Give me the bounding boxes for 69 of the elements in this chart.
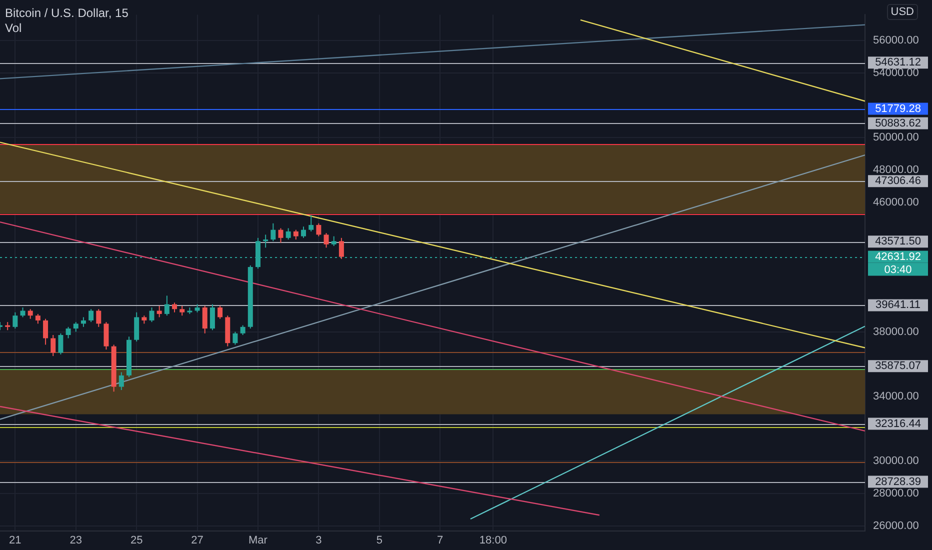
x-tick-label: 5 [376, 534, 382, 546]
y-tick-label: 28000.00 [873, 488, 919, 500]
candlestick [149, 306, 154, 323]
candlestick [43, 318, 48, 346]
candlestick [324, 232, 329, 248]
candlestick [210, 304, 215, 331]
candlestick [202, 305, 208, 334]
candlestick [218, 305, 223, 320]
candlestick [88, 308, 94, 323]
ref-line-label: 51779.28 [875, 102, 921, 115]
x-tick-label: 18:00 [479, 534, 507, 546]
ref-line-label: 32316.44 [875, 418, 921, 430]
y-tick-label: 50000.00 [873, 132, 919, 144]
candlestick [316, 222, 322, 237]
candlestick [28, 308, 33, 320]
y-tick-label: 34000.00 [873, 390, 919, 403]
chart-title: Bitcoin / U.S. Dollar, 15 [5, 6, 128, 21]
candlestick [134, 312, 140, 342]
candlestick [164, 295, 170, 316]
x-tick-label: 7 [437, 534, 444, 546]
candlestick [156, 305, 162, 318]
candlestick [58, 332, 64, 355]
x-tick-label: 25 [130, 534, 143, 546]
annotation: Vol [5, 21, 23, 36]
candlestick [232, 331, 238, 346]
ref-line-label: 50883.62 [875, 117, 921, 130]
y-tick-label: 54000.00 [873, 66, 919, 79]
candlestick [66, 326, 71, 339]
candlestick [286, 228, 291, 240]
ref-line-label: 39641.11 [875, 299, 921, 312]
candlestick [172, 302, 178, 313]
ref-line-label: 42631.92 [875, 250, 921, 263]
candlestick [278, 228, 284, 244]
candlestick [104, 322, 109, 350]
x-tick-label: 21 [9, 534, 22, 546]
candlestick [263, 234, 268, 248]
candlestick [331, 236, 336, 246]
candlestick [96, 308, 102, 328]
ref-line-label: 43571.50 [875, 236, 921, 248]
candlestick [35, 313, 40, 324]
y-tick-label: 38000.00 [873, 326, 919, 338]
y-tick-label: 46000.00 [873, 196, 919, 208]
candlestick [50, 334, 56, 357]
candlestick [293, 229, 298, 240]
x-tick-label: Mar [248, 534, 268, 546]
x-tick-label: 3 [316, 534, 322, 546]
y-axis-title: USD [886, 4, 918, 20]
ref-line-label: 28728.39 [875, 476, 921, 488]
ref-line-label: 54631.12 [875, 56, 921, 69]
candlestick [240, 324, 246, 336]
candlestick [118, 372, 124, 391]
candlestick [80, 316, 86, 328]
candlestick [301, 226, 306, 238]
annotation: 03:40 [884, 264, 912, 276]
y-tick-label: 56000.00 [873, 34, 919, 47]
candlestick [270, 222, 276, 242]
candlestick [20, 306, 26, 318]
y-tick-label: 48000.00 [873, 164, 919, 176]
candlestick [308, 214, 314, 232]
y-tick-label: 30000.00 [873, 455, 919, 468]
candlestick [180, 305, 185, 316]
candlestick [338, 237, 344, 260]
x-tick-label: 27 [191, 534, 204, 546]
ref-line-label: 35875.07 [875, 360, 921, 372]
ref-line-label: 47306.46 [875, 175, 921, 188]
candlestick [73, 322, 78, 332]
candlestick [12, 312, 18, 330]
x-tick-label: 23 [70, 534, 82, 546]
y-tick-label: 26000.00 [873, 520, 919, 532]
